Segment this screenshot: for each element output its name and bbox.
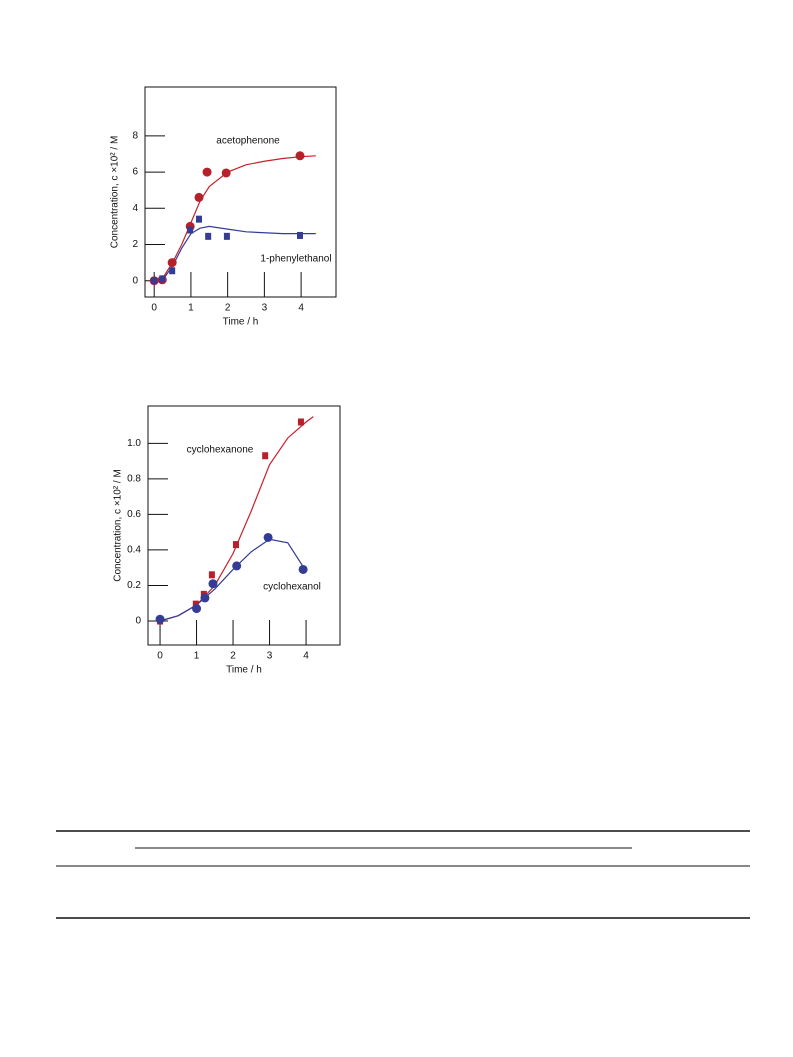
y-tick-label: 0.2	[127, 580, 141, 591]
y-tick-label: 0	[132, 275, 138, 286]
point	[159, 275, 166, 283]
point	[169, 267, 176, 275]
x-tick-label: 2	[230, 651, 236, 662]
point	[187, 226, 194, 234]
x-tick-label: 0	[157, 651, 163, 662]
point	[192, 600, 199, 608]
x-tick-label: 2	[225, 303, 231, 314]
x-tick-label: 3	[267, 651, 273, 662]
x-axis-label: Time / h	[226, 665, 262, 676]
y-tick-label: 1.0	[127, 438, 141, 449]
point	[151, 277, 158, 285]
y-tick-label: 2	[132, 239, 138, 250]
x-axis-label: Time / h	[223, 317, 259, 328]
x-tick-label: 1	[188, 303, 194, 314]
y-tick-label: 0.6	[127, 509, 141, 520]
point	[155, 614, 165, 624]
x-tick-label: 3	[262, 303, 268, 314]
point	[167, 258, 177, 268]
y-tick-label: 4	[132, 203, 138, 214]
y-tick-label: 0	[135, 616, 141, 627]
x-tick-label: 1	[194, 651, 200, 662]
plot-frame	[144, 86, 337, 298]
point	[298, 564, 308, 574]
y-tick-label: 0.4	[127, 545, 141, 556]
point	[194, 192, 204, 202]
plot-frame	[147, 405, 341, 646]
series-label: acetophenone	[216, 136, 280, 147]
y-tick-label: 8	[132, 131, 138, 142]
point	[223, 232, 230, 240]
series-label: cyclohexanol	[263, 582, 321, 593]
point	[297, 231, 304, 239]
point	[221, 168, 231, 178]
point	[192, 604, 202, 614]
point	[262, 452, 269, 460]
x-tick-label: 0	[151, 303, 157, 314]
point	[263, 532, 273, 542]
series-label: cyclohexanone	[187, 445, 254, 456]
point	[200, 593, 210, 603]
point	[202, 167, 212, 177]
series-label: 1-phenylethanol	[260, 254, 331, 265]
x-tick-label: 4	[298, 303, 304, 314]
y-axis-label: Concentration, c ×10² / M	[110, 136, 121, 249]
y-tick-label: 0.8	[127, 473, 141, 484]
point	[232, 561, 242, 571]
fit-line	[159, 538, 307, 622]
point	[205, 232, 212, 240]
y-axis-label: Concentration, c ×10² / M	[113, 469, 124, 582]
point	[295, 151, 305, 161]
point	[195, 215, 202, 223]
point	[208, 579, 218, 589]
point	[232, 541, 239, 549]
x-tick-label: 4	[303, 651, 309, 662]
y-tick-label: 6	[132, 167, 138, 178]
point	[297, 418, 304, 426]
point	[208, 571, 215, 579]
